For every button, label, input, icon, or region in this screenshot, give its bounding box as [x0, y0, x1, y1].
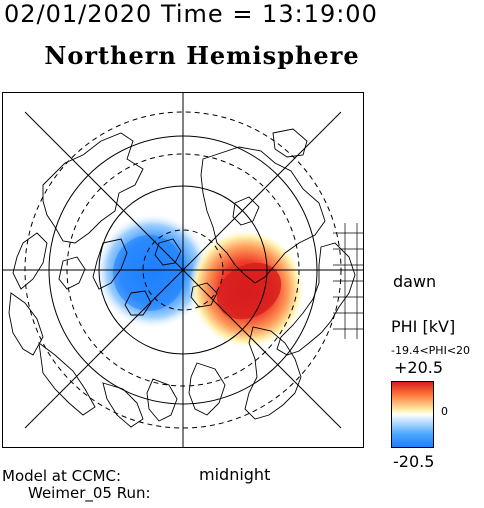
- dawn-label: dawn: [393, 272, 437, 291]
- colorbar-max-label: +20.5: [394, 358, 444, 377]
- meridian-diagonal-2: [24, 111, 342, 429]
- colorbar-mid-label: 0: [441, 405, 448, 418]
- colorbar-gradient: [391, 381, 434, 448]
- polar-map: [3, 93, 363, 447]
- edge-grid: [333, 223, 363, 339]
- colorbar-title: PHI [kV]: [391, 317, 456, 336]
- colorbar-min-label: -20.5: [393, 452, 435, 471]
- model-label: Model at CCMC:: [2, 467, 122, 485]
- run-label: Weimer_05 Run:: [28, 484, 151, 502]
- map-title: Northern Hemisphere: [44, 41, 360, 70]
- polar-map-frame: [2, 92, 364, 448]
- colorbar-range: -19.4<PHI<20: [391, 344, 471, 357]
- coastlines: [8, 128, 356, 428]
- header-datetime: 02/01/2020 Time = 13:19:00: [4, 0, 378, 28]
- midnight-label: midnight: [199, 465, 271, 484]
